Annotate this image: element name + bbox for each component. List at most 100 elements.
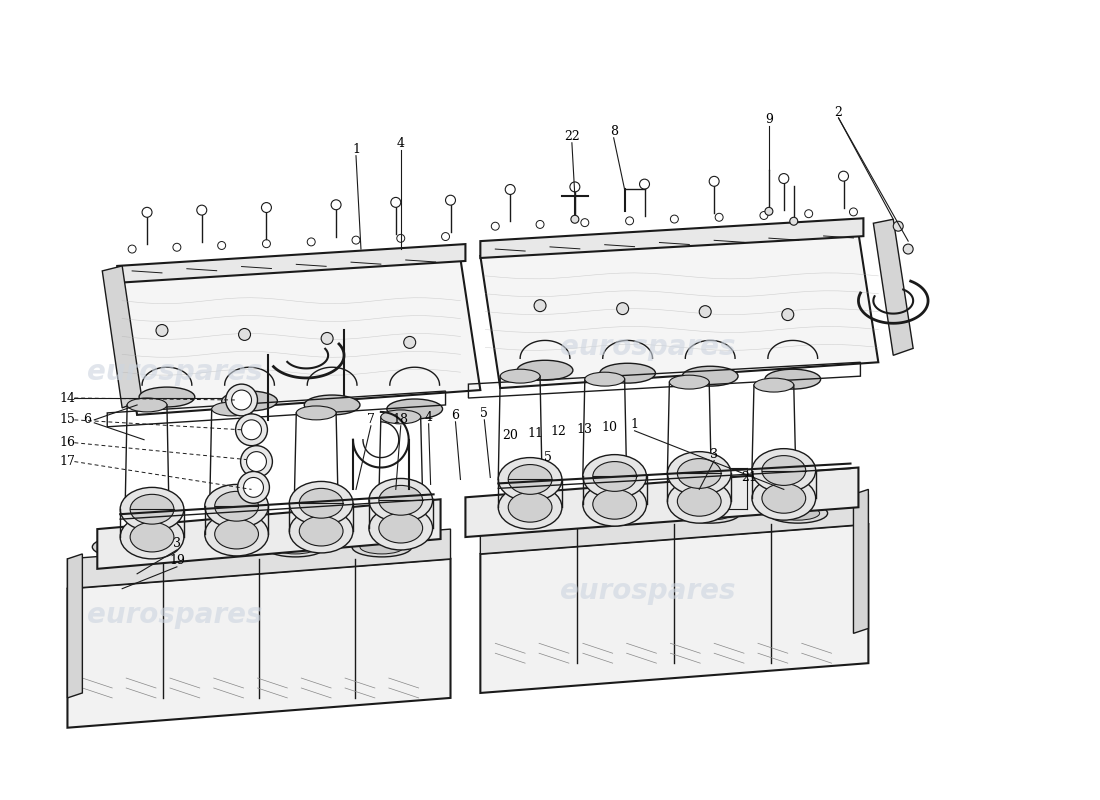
Ellipse shape (776, 506, 820, 520)
Ellipse shape (265, 537, 326, 557)
Circle shape (246, 452, 266, 471)
Text: eurospares: eurospares (560, 334, 736, 362)
Ellipse shape (130, 494, 174, 524)
Ellipse shape (593, 503, 652, 523)
Circle shape (156, 325, 168, 337)
Ellipse shape (668, 452, 732, 495)
Text: 18: 18 (393, 414, 409, 426)
Text: eurospares: eurospares (87, 602, 263, 630)
Circle shape (570, 182, 580, 192)
Circle shape (617, 302, 628, 314)
Ellipse shape (585, 372, 625, 386)
Ellipse shape (289, 510, 353, 553)
Ellipse shape (205, 485, 268, 528)
Polygon shape (465, 467, 858, 537)
Ellipse shape (500, 370, 540, 383)
Circle shape (492, 222, 499, 230)
Ellipse shape (678, 486, 722, 516)
Ellipse shape (130, 522, 174, 552)
Polygon shape (854, 490, 868, 634)
Circle shape (505, 185, 515, 194)
Circle shape (232, 390, 252, 410)
Text: eurospares: eurospares (560, 577, 736, 605)
Text: 16: 16 (59, 436, 76, 450)
Circle shape (535, 300, 546, 312)
Circle shape (238, 471, 270, 503)
Text: 15: 15 (59, 414, 76, 426)
Text: 8: 8 (609, 126, 618, 138)
Circle shape (536, 221, 544, 228)
Polygon shape (481, 494, 868, 554)
Ellipse shape (214, 519, 258, 549)
Circle shape (128, 245, 136, 253)
Ellipse shape (352, 537, 411, 557)
Circle shape (838, 171, 848, 181)
Circle shape (626, 217, 634, 225)
Ellipse shape (593, 462, 637, 491)
Ellipse shape (762, 456, 805, 486)
Circle shape (805, 210, 813, 218)
Circle shape (760, 211, 768, 219)
Polygon shape (67, 559, 451, 728)
Text: 9: 9 (764, 114, 773, 126)
Text: 5: 5 (544, 451, 552, 464)
Circle shape (352, 236, 360, 244)
Circle shape (263, 240, 271, 248)
Ellipse shape (205, 512, 268, 556)
Ellipse shape (508, 492, 552, 522)
Ellipse shape (368, 506, 432, 550)
Ellipse shape (187, 540, 231, 554)
Text: 2: 2 (835, 106, 843, 118)
Circle shape (397, 234, 405, 242)
Circle shape (710, 176, 719, 186)
Ellipse shape (305, 395, 360, 415)
Ellipse shape (120, 515, 184, 559)
Polygon shape (67, 529, 451, 589)
Circle shape (441, 233, 450, 241)
Circle shape (239, 329, 251, 341)
Ellipse shape (764, 370, 821, 389)
Ellipse shape (387, 399, 442, 419)
Text: 13: 13 (576, 423, 593, 436)
Ellipse shape (92, 537, 152, 557)
Text: 4: 4 (425, 411, 432, 424)
Text: 22: 22 (564, 130, 580, 143)
Circle shape (849, 208, 857, 216)
Ellipse shape (754, 378, 794, 392)
Circle shape (581, 218, 589, 226)
Circle shape (571, 215, 579, 223)
Text: 1: 1 (352, 143, 360, 156)
Ellipse shape (517, 360, 573, 380)
Text: 1: 1 (630, 418, 639, 431)
Polygon shape (97, 499, 441, 569)
Ellipse shape (768, 503, 827, 523)
Circle shape (307, 238, 316, 246)
Ellipse shape (508, 465, 552, 494)
Ellipse shape (274, 540, 317, 554)
Ellipse shape (498, 486, 562, 529)
Text: 5: 5 (481, 407, 488, 421)
Ellipse shape (601, 506, 645, 520)
Text: 17: 17 (59, 455, 76, 468)
Circle shape (226, 384, 257, 416)
Polygon shape (118, 259, 481, 415)
Text: 14: 14 (59, 391, 76, 405)
Circle shape (764, 207, 773, 215)
Text: 4: 4 (397, 138, 405, 150)
Circle shape (893, 222, 903, 231)
Circle shape (235, 414, 267, 446)
Circle shape (700, 306, 712, 318)
Ellipse shape (583, 454, 647, 498)
Ellipse shape (689, 506, 733, 520)
Ellipse shape (139, 387, 195, 407)
Ellipse shape (583, 482, 647, 526)
Ellipse shape (360, 540, 404, 554)
Circle shape (197, 205, 207, 215)
Text: eurospares: eurospares (87, 358, 263, 386)
Text: 3: 3 (173, 538, 180, 550)
Circle shape (142, 207, 152, 218)
Polygon shape (481, 524, 868, 693)
Polygon shape (481, 218, 864, 258)
Ellipse shape (752, 477, 816, 520)
Ellipse shape (100, 540, 144, 554)
